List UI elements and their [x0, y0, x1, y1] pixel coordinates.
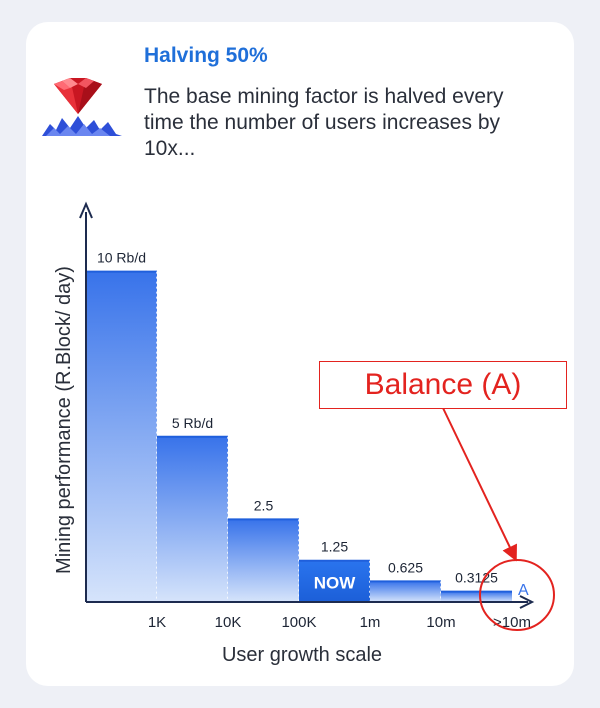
now-marker-label: NOW	[314, 573, 357, 592]
header-title: Halving 50%	[144, 44, 268, 67]
x-tick-label-0: 1K	[148, 614, 166, 631]
annotation-label: Balance (A)	[364, 368, 522, 401]
bar-value-label-3: 1.25	[321, 539, 348, 555]
header-description: The base mining factor is halved every t…	[144, 85, 504, 160]
bar-2	[228, 519, 299, 602]
y-axis-arrow-icon	[79, 201, 93, 219]
x-axis-label: User growth scale	[222, 644, 382, 666]
x-axis-arrow-icon	[519, 595, 535, 609]
x-tick-label-4: 10m	[426, 614, 455, 631]
bar-1	[157, 436, 228, 602]
bar-4	[370, 581, 441, 602]
x-tick-label-1: 10K	[215, 614, 242, 631]
annotation-circle	[479, 559, 555, 631]
bar-value-label-1: 5 Rb/d	[172, 415, 213, 431]
bar-value-label-5: 0.3125	[455, 570, 498, 586]
annotation-arrow	[442, 407, 517, 562]
end-marker-label: A	[518, 582, 529, 599]
bar-0	[86, 271, 157, 602]
bar-value-label-2: 2.5	[254, 497, 274, 513]
bar-3	[299, 560, 370, 602]
ruby-gem-logo-icon	[42, 78, 122, 136]
x-tick-label-3: 1m	[360, 614, 381, 631]
annotation-box: Balance (A)	[319, 361, 567, 409]
bar-5	[441, 591, 512, 602]
bar-value-label-4: 0.625	[388, 559, 423, 575]
x-tick-label-2: 100K	[281, 614, 316, 631]
bar-value-label-0: 10 Rb/d	[97, 250, 146, 266]
y-axis-label: Mining performance (R.Block/ day)	[53, 266, 75, 574]
